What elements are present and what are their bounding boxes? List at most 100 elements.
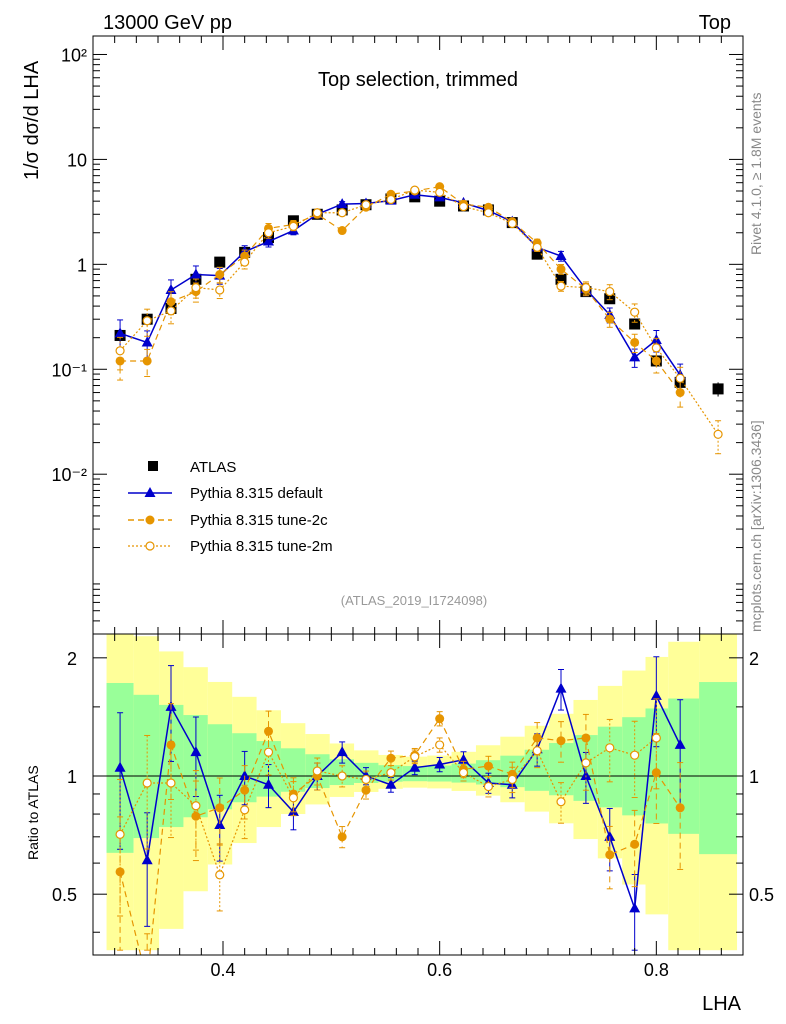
data-point-atlas	[531, 248, 543, 260]
ratio-point-pythia-8-315-tune-2m	[630, 750, 640, 760]
legend-label-tune2m: Pythia 8.315 tune-2m	[190, 538, 333, 555]
legend-marker-tune2c	[145, 515, 155, 525]
ratio-point-pythia-8-315-default	[141, 854, 153, 865]
ratio-point-pythia-8-315-tune-2m	[191, 801, 201, 811]
ratio-point-pythia-8-315-default	[580, 770, 592, 781]
data-point-pythia-8-315-tune-2m	[263, 228, 274, 238]
data-point-atlas	[629, 318, 641, 330]
legend-label-default: Pythia 8.315 default	[190, 485, 323, 502]
data-point-pythia-8-315-tune-2c	[215, 270, 225, 280]
data-point-pythia-8-315-tune-2c	[337, 226, 347, 236]
data-point-pythia-8-315-default	[114, 327, 126, 338]
data-point-pythia-8-315-tune-2m	[142, 316, 152, 326]
legend-label-tune2c: Pythia 8.315 tune-2c	[190, 512, 328, 529]
data-point-pythia-8-315-tune-2m	[386, 194, 396, 205]
data-point-pythia-8-315-tune-2m	[191, 283, 201, 293]
ratio-point-pythia-8-315-tune-2m	[386, 768, 396, 778]
band-inner	[597, 726, 623, 808]
ratio-point-pythia-8-315-default	[114, 761, 126, 772]
ratio-point-pythia-8-315-tune-2m	[483, 781, 494, 792]
data-point-atlas	[214, 256, 226, 268]
plot-title: Top selection, trimmed	[318, 69, 518, 91]
data-point-pythia-8-315-tune-2m	[240, 257, 250, 267]
ratio-point-pythia-8-315-tune-2m	[263, 747, 274, 757]
ratio-point-pythia-8-315-tune-2m	[532, 746, 542, 756]
header-right: Top	[699, 12, 731, 34]
ratio-point-pythia-8-315-default	[214, 819, 226, 830]
band-inner	[622, 717, 646, 816]
ratio-point-pythia-8-315-tune-2m	[507, 774, 517, 785]
ratio-point-pythia-8-315-tune-2m	[410, 752, 420, 762]
series-pythia-8-315-tune-2m	[115, 185, 723, 455]
ratio-point-pythia-8-315-tune-2m	[458, 768, 469, 778]
data-point-pythia-8-315-default	[263, 235, 274, 246]
x-tick-label: 0.8	[644, 960, 669, 980]
legend-marker-tune2m	[145, 541, 155, 551]
data-point-pythia-8-315-tune-2m	[215, 285, 225, 295]
data-point-pythia-8-315-tune-2m	[713, 429, 723, 439]
data-point-pythia-8-315-default	[141, 336, 153, 347]
ratio-point-pythia-8-315-tune-2m	[240, 805, 250, 815]
data-point-pythia-8-315-tune-2m	[115, 346, 125, 356]
data-point-pythia-8-315-tune-2m	[507, 218, 517, 229]
data-point-pythia-8-315-tune-2c	[651, 356, 661, 366]
data-point-pythia-8-315-tune-2c	[556, 264, 566, 274]
ratio-y-tick-label: 2	[67, 649, 77, 669]
ratio-point-pythia-8-315-tune-2m	[581, 758, 591, 768]
ratio-point-pythia-8-315-tune-2c	[630, 839, 640, 849]
data-point-pythia-8-315-tune-2m	[361, 200, 371, 210]
rivet-version-label: Rivet 4.1.0, ≥ 1.8M events	[748, 92, 764, 255]
ratio-point-pythia-8-315-tune-2m	[605, 743, 615, 753]
ratio-point-pythia-8-315-default	[239, 770, 251, 781]
ratio-y-tick-label: 0.5	[52, 885, 77, 905]
ratio-point-pythia-8-315-tune-2m	[435, 740, 445, 750]
ratio-point-pythia-8-315-default	[263, 778, 274, 789]
ratio-point-pythia-8-315-default	[629, 902, 641, 913]
ratio-y-tick-label-right: 2	[749, 649, 759, 669]
ratio-point-pythia-8-315-default	[385, 778, 397, 789]
ratio-point-pythia-8-315-default	[555, 682, 567, 693]
ratio-point-pythia-8-315-tune-2m	[115, 829, 125, 840]
x-axis-label: LHA	[702, 993, 742, 1015]
data-point-atlas	[604, 293, 616, 305]
ratio-point-pythia-8-315-tune-2m	[142, 778, 152, 788]
ratio-point-pythia-8-315-default	[336, 746, 348, 757]
ratio-point-pythia-8-315-default	[190, 746, 202, 757]
ratio-y-tick-label-right: 1	[749, 767, 759, 787]
ratio-point-pythia-8-315-default	[409, 761, 421, 772]
y-tick-label: 10²	[61, 45, 87, 65]
band-inner	[280, 748, 306, 792]
ratio-point-pythia-8-315-tune-2m	[361, 774, 371, 785]
band-inner	[133, 694, 160, 839]
ratio-point-pythia-8-315-default	[674, 738, 686, 749]
legend-marker-default	[144, 487, 156, 497]
ratio-series-pythia-8-315-tune-2c	[115, 703, 685, 955]
ratio-point-pythia-8-315-tune-2c	[435, 714, 445, 724]
ratio-point-pythia-8-315-tune-2c	[215, 803, 225, 813]
ratio-plot	[93, 656, 743, 955]
data-point-pythia-8-315-tune-2m	[166, 306, 176, 316]
data-point-pythia-8-315-tune-2m	[556, 281, 566, 291]
y-tick-label: 10⁻²	[51, 465, 87, 485]
data-point-pythia-8-315-tune-2m	[651, 343, 661, 353]
ratio-point-pythia-8-315-tune-2m	[337, 771, 347, 781]
data-point-pythia-8-315-tune-2m	[410, 185, 420, 195]
data-point-pythia-8-315-tune-2c	[630, 337, 640, 347]
band-inner	[668, 698, 700, 834]
ratio-y-tick-label-right: 0.5	[749, 885, 774, 905]
ratio-point-pythia-8-315-tune-2c	[556, 736, 566, 746]
ratio-point-pythia-8-315-tune-2m	[166, 778, 176, 788]
ratio-point-pythia-8-315-tune-2c	[675, 803, 685, 813]
legend: ATLAS Pythia 8.315 default Pythia 8.315 …	[128, 459, 333, 555]
ratio-point-pythia-8-315-tune-2m	[215, 870, 225, 880]
ratio-y-axis-label: Ratio to ATLAS	[25, 765, 41, 860]
data-point-pythia-8-315-tune-2m	[483, 208, 494, 218]
data-point-pythia-8-315-tune-2c	[142, 356, 152, 366]
axes: 10⁻² 10⁻¹ 1 10 10² 0.4 0.6 0.8 0.5 0.5 1 1 2 2	[51, 36, 774, 980]
band-inner	[645, 708, 669, 824]
data-point-pythia-8-315-tune-2m	[435, 187, 445, 197]
legend-marker-atlas	[148, 461, 158, 471]
band-inner	[427, 765, 452, 782]
data-point-pythia-8-315-default	[555, 250, 567, 261]
